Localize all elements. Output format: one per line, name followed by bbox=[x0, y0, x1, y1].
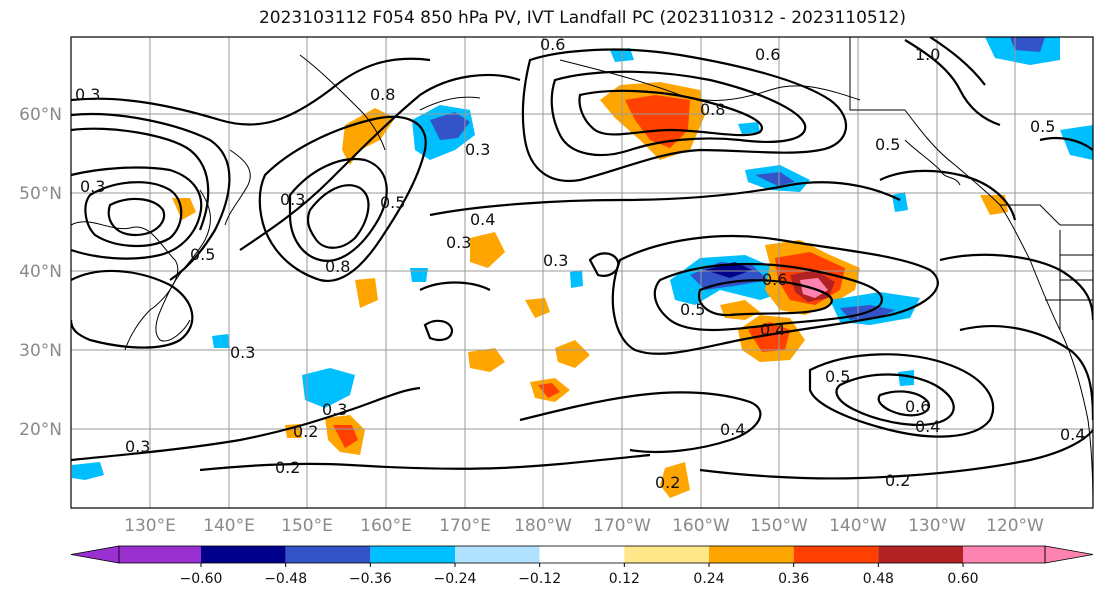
coastlines bbox=[71, 37, 1093, 508]
colorbar-tick-label: −0.48 bbox=[264, 571, 307, 587]
contour-label: 0.4 bbox=[760, 320, 785, 339]
lat-label: 60°N bbox=[19, 105, 62, 125]
lon-label: 120°W bbox=[986, 516, 1044, 536]
contour-label: 0.5 bbox=[380, 193, 405, 212]
contour-label: 0.2 bbox=[885, 471, 910, 490]
colorbar-segment bbox=[285, 546, 371, 563]
contour-labels: 0.6 0.6 1.0 0.8 0.5 0.5 0.3 0.3 0.8 0.5 … bbox=[75, 35, 1085, 492]
colorbar-segment bbox=[709, 546, 794, 563]
contour-label: 0.8 bbox=[325, 257, 350, 276]
contour-label: 0.3 bbox=[125, 437, 150, 456]
shaded-fields bbox=[72, 37, 1093, 498]
contour-label: 0.8 bbox=[370, 85, 395, 104]
contour-label: 0.3 bbox=[80, 177, 105, 196]
lon-label: 160°E bbox=[360, 516, 412, 536]
lon-label: 170°E bbox=[439, 516, 491, 536]
contour-label: 0.2 bbox=[275, 458, 300, 477]
contour-label: 0.3 bbox=[75, 85, 100, 104]
colorbar-segment bbox=[793, 546, 879, 563]
colorbar-segment bbox=[201, 546, 286, 563]
contour-label: 0.6 bbox=[762, 270, 787, 289]
contour-label: 0.3 bbox=[322, 400, 347, 419]
colorbar-tick-label: 0.48 bbox=[863, 571, 894, 587]
contour-label: 1.0 bbox=[915, 45, 940, 64]
lon-label: 150°W bbox=[750, 516, 808, 536]
contour-label: 0.6 bbox=[540, 35, 565, 54]
contour-label: 0.3 bbox=[280, 190, 305, 209]
colorbar-segment bbox=[539, 546, 625, 563]
contour-label: 0.4 bbox=[1060, 425, 1085, 444]
contour-label: 0.3 bbox=[465, 140, 490, 159]
colorbar-tick-label: −0.24 bbox=[434, 571, 477, 587]
colorbar-segment bbox=[370, 546, 455, 563]
colorbar-segment bbox=[119, 546, 201, 563]
colorbar-outline bbox=[118, 545, 1046, 564]
lon-label: 130°W bbox=[908, 516, 966, 536]
lon-label: 180°W bbox=[514, 516, 572, 536]
lon-label: 150°E bbox=[281, 516, 333, 536]
colorbar-tick-label: 0.36 bbox=[778, 571, 809, 587]
contour-label: 0.8 bbox=[700, 100, 725, 119]
lat-label: 40°N bbox=[19, 262, 62, 282]
contour-label: 0.4 bbox=[470, 210, 495, 229]
contour-label: 0.3 bbox=[446, 233, 471, 252]
lon-label: 160°W bbox=[672, 516, 730, 536]
contour-label: 0.2 bbox=[655, 473, 680, 492]
lon-label: 170°W bbox=[593, 516, 651, 536]
contour-label: 0.6 bbox=[755, 45, 780, 64]
contour-label: 0.5 bbox=[680, 300, 705, 319]
lon-label: 140°E bbox=[203, 516, 255, 536]
graticule bbox=[71, 37, 1093, 508]
lat-label: 50°N bbox=[19, 184, 62, 204]
contour-label: 0.5 bbox=[1030, 117, 1055, 136]
lat-label: 20°N bbox=[19, 420, 62, 440]
pv-contours bbox=[71, 37, 1093, 480]
colorbar-segment bbox=[455, 546, 540, 563]
colorbar-tick-label: 0.24 bbox=[693, 571, 724, 587]
contour-label: 0.6 bbox=[905, 397, 930, 416]
colorbar-tick-label: −0.12 bbox=[518, 571, 561, 587]
contour-label: 0.5 bbox=[875, 135, 900, 154]
colorbar-tick-label: −0.36 bbox=[349, 571, 392, 587]
colorbar: −0.60 −0.48 −0.36 −0.24 −0.12 0.12 0.24 0.36 0.4… bbox=[70, 545, 1094, 587]
colorbar-segment bbox=[963, 546, 1045, 563]
contour-label: 0.3 bbox=[543, 251, 568, 270]
contour-label: 0.5 bbox=[190, 245, 215, 264]
contour-label: 0.5 bbox=[825, 367, 850, 386]
lon-label: 140°W bbox=[829, 516, 887, 536]
latitude-axis: 60°N 50°N 40°N 30°N 20°N bbox=[19, 105, 62, 440]
colorbar-extension-low bbox=[70, 545, 120, 564]
colorbar-tick-label: 0.60 bbox=[947, 571, 978, 587]
colorbar-tick-label: −0.60 bbox=[180, 571, 223, 587]
colorbar-tick-label: 0.12 bbox=[609, 571, 640, 587]
colorbar-segment bbox=[624, 546, 709, 563]
contour-label: 0.3 bbox=[230, 343, 255, 362]
longitude-axis: 130°E 140°E 150°E 160°E 170°E 180°W 170°… bbox=[124, 516, 1044, 536]
contour-label: 0.2 bbox=[293, 422, 318, 441]
lat-label: 30°N bbox=[19, 341, 62, 361]
lon-label: 130°E bbox=[124, 516, 176, 536]
map-frame bbox=[70, 36, 1094, 509]
contour-label: 0.4 bbox=[915, 417, 940, 436]
map-title: 2023103112 F054 850 hPa PV, IVT Landfall… bbox=[258, 8, 906, 28]
colorbar-extension-high bbox=[1044, 545, 1094, 564]
contour-label: 0.4 bbox=[720, 420, 745, 439]
colorbar-segment bbox=[878, 546, 963, 563]
